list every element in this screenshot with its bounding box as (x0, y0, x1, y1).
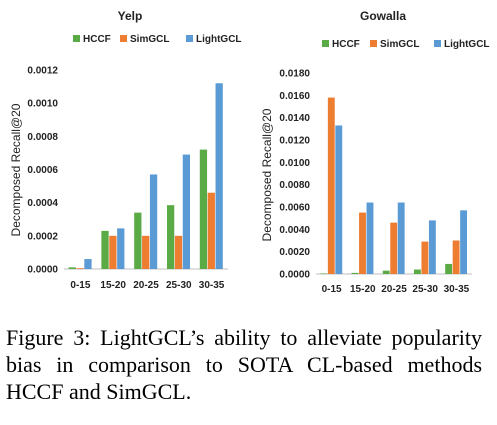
bar-simgcl-20-25 (390, 222, 398, 274)
bar-simgcl-15-20 (359, 212, 366, 274)
legend-label-lightgcl: LightGCL (444, 39, 490, 50)
y-tick-label: 0.0120 (279, 136, 310, 147)
x-tick-label: 0-15 (70, 280, 90, 291)
legend-label-hccf: HCCF (83, 34, 111, 45)
y-tick-label: 0.0180 (279, 69, 310, 80)
bar-lightgcl-15-20 (366, 202, 374, 274)
bar-hccf-25-30 (166, 205, 175, 269)
bar-hccf-0-15 (68, 267, 76, 269)
legend-label-simgcl: SimGCL (380, 39, 419, 50)
bar-lightgcl-15-20 (117, 228, 125, 269)
bar-simgcl-30-35 (452, 240, 460, 274)
legend-swatch-simgcl (120, 35, 127, 42)
bar-lightgcl-20-25 (149, 174, 158, 269)
bar-lightgcl-25-30 (182, 154, 191, 269)
y-tick-label: 0.0000 (279, 270, 310, 281)
bar-lightgcl-25-30 (428, 220, 436, 274)
y-axis-label-2: Decomposed Recall@20 (260, 108, 274, 241)
bar-hccf-25-30 (413, 269, 421, 274)
y-tick-label: 0.0160 (279, 91, 310, 102)
y-tick-label: 0.0000 (27, 265, 58, 276)
bar-simgcl-15-20 (109, 235, 117, 269)
x-tick-label: 20-25 (133, 280, 159, 291)
y-tick-label: 0.0140 (279, 113, 310, 124)
y-tick-label: 0.0060 (279, 203, 310, 214)
y-tick-label: 0.0006 (27, 165, 58, 176)
legend-label-simgcl: SimGCL (130, 34, 169, 45)
bar-simgcl-0-15 (327, 97, 335, 274)
x-tick-label: 0-15 (322, 284, 342, 295)
bar-simgcl-0-15 (76, 268, 84, 269)
bar-lightgcl-20-25 (397, 202, 405, 274)
bar-hccf-30-35 (199, 149, 208, 269)
bar-hccf-30-35 (445, 263, 453, 274)
y-tick-label: 0.0080 (279, 180, 310, 191)
x-tick-label: 30-35 (199, 280, 225, 291)
bar-lightgcl-0-15 (335, 125, 343, 274)
x-tick-label: 15-20 (100, 280, 126, 291)
legend-swatch-lightgcl (434, 40, 441, 47)
x-tick-label: 15-20 (350, 284, 376, 295)
y-tick-label: 0.0008 (27, 132, 58, 143)
y-tick-label: 0.0040 (279, 225, 310, 236)
chart-title-2: Gowalla (360, 9, 406, 23)
legend-label-hccf: HCCF (332, 39, 360, 50)
x-tick-label: 25-30 (412, 284, 438, 295)
bar-hccf-20-25 (134, 212, 142, 269)
bar-hccf-0-15 (320, 273, 328, 275)
x-tick-label: 20-25 (381, 284, 407, 295)
legend-swatch-lightgcl (186, 35, 193, 42)
bar-hccf-15-20 (351, 272, 359, 274)
bar-simgcl-30-35 (207, 192, 215, 269)
bar-lightgcl-30-35 (215, 83, 223, 270)
bar-simgcl-20-25 (142, 235, 150, 269)
y-tick-label: 0.0010 (27, 99, 58, 110)
y-tick-label: 0.0002 (27, 231, 58, 242)
y-axis-label-1: Decomposed Recall@20 (9, 103, 23, 236)
figure-caption: Figure 3: LightGCL’s ability to alleviat… (6, 325, 482, 404)
bar-lightgcl-30-35 (460, 210, 468, 274)
y-tick-label: 0.0012 (27, 66, 58, 77)
legend-swatch-hccf (322, 40, 329, 47)
x-tick-label: 25-30 (166, 280, 192, 291)
bar-simgcl-25-30 (174, 235, 183, 269)
bar-lightgcl-0-15 (84, 259, 92, 269)
bar-hccf-20-25 (382, 270, 390, 274)
bar-hccf-15-20 (101, 230, 109, 269)
y-tick-label: 0.0004 (27, 198, 58, 209)
y-tick-label: 0.0020 (279, 247, 310, 258)
legend-swatch-hccf (73, 35, 80, 42)
legend-label-lightgcl: LightGCL (196, 34, 242, 45)
y-tick-label: 0.0100 (279, 158, 310, 169)
chart-title-1: Yelp (118, 9, 143, 23)
x-tick-label: 30-35 (444, 284, 470, 295)
bar-simgcl-25-30 (421, 241, 429, 274)
legend-swatch-simgcl (370, 40, 377, 47)
